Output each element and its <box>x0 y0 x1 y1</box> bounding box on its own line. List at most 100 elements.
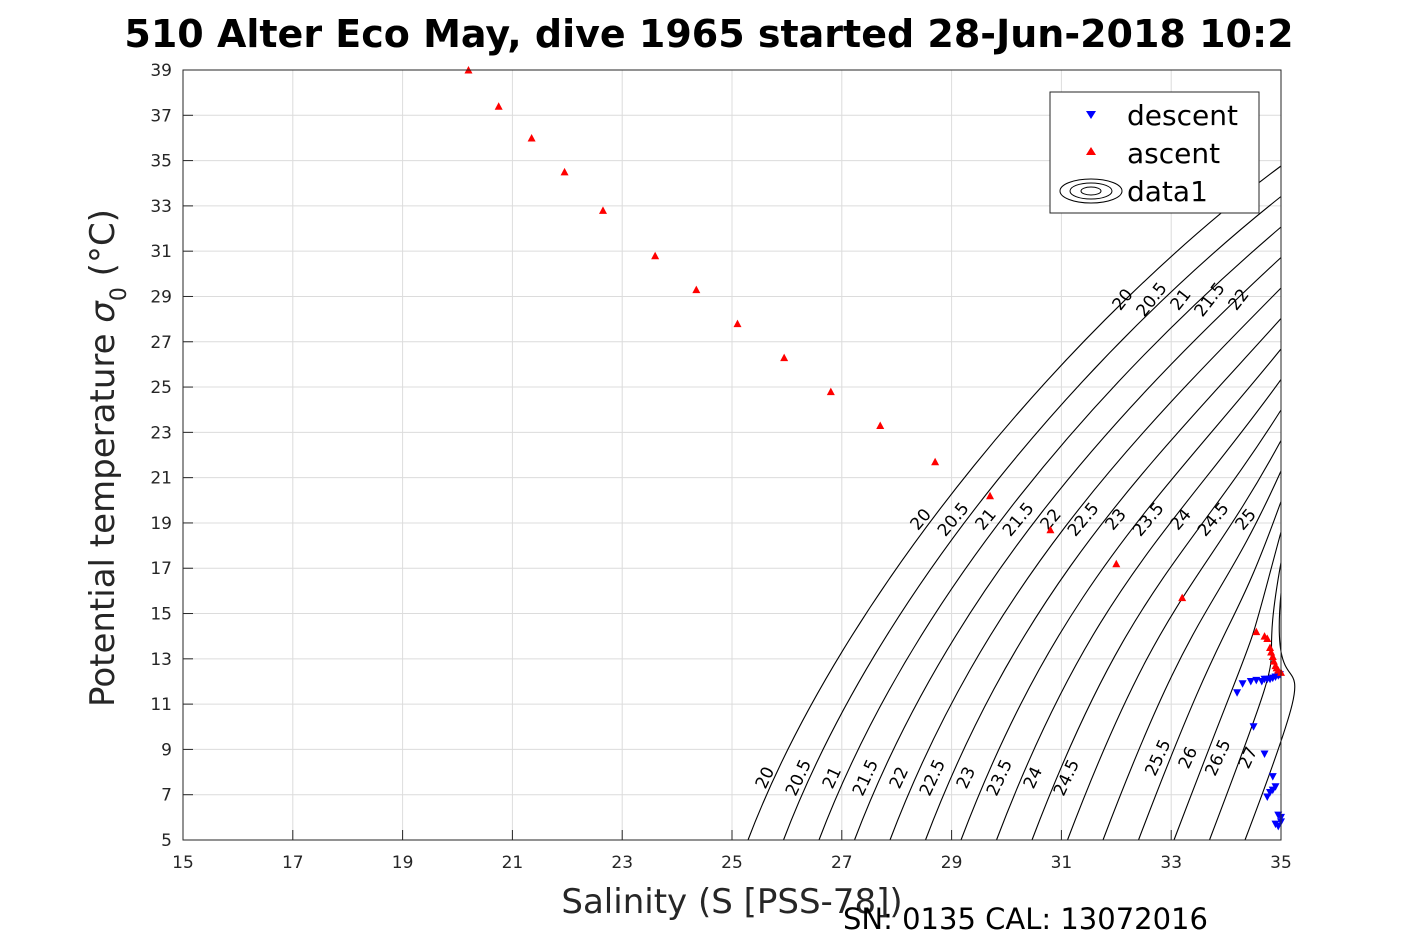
descent-point <box>1238 680 1247 688</box>
isopycnal-contour <box>1031 409 1282 841</box>
isopycnal-contour <box>782 196 1282 841</box>
y-tick-label: 33 <box>150 197 172 217</box>
isopycnal-contour <box>1102 470 1282 841</box>
ascent-point <box>733 319 742 328</box>
y-tick-label: 23 <box>150 423 172 443</box>
descent-point <box>1268 773 1277 781</box>
isopycnal-contour <box>1244 592 1296 841</box>
contour-label-lower: 26 <box>1175 744 1202 772</box>
ascent-point <box>1263 634 1272 642</box>
y-tick-label: 31 <box>150 242 172 262</box>
y-axis-label-unit: (°C) <box>83 209 123 287</box>
isopycnal-contour <box>1208 562 1282 841</box>
y-axis-ticks: 5 7 9 11 13 15 17 19 21 23 25 27 29 31 33 35 37 39 <box>150 61 193 851</box>
y-tick-label: 7 <box>161 786 172 806</box>
ascent-point <box>1046 525 1055 534</box>
serial-calibration-footer: SN: 0135 CAL: 13072016 <box>843 902 1208 936</box>
isopycnal-contour <box>747 165 1282 841</box>
ascent-point <box>1178 593 1187 602</box>
density-contours <box>747 165 1296 841</box>
x-axis-ticks: 15 17 19 21 23 25 27 29 31 33 35 <box>172 830 1292 873</box>
isopycnal-contour <box>889 287 1282 841</box>
descent-point <box>1249 723 1258 731</box>
descent-point <box>1252 676 1261 685</box>
contour-label-lower: 26.5 <box>1201 737 1235 780</box>
x-axis-label: Salinity (S [PSS-78]) <box>561 882 902 922</box>
x-tick-label: 21 <box>502 853 524 873</box>
contour-label-middle: 20.5 <box>934 499 974 541</box>
ascent-point <box>1112 559 1121 568</box>
isopycnal-contour <box>1173 531 1282 841</box>
x-tick-label: 17 <box>282 853 304 873</box>
y-axis-label-subscript: 0 <box>107 287 132 301</box>
isopycnal-contour <box>960 348 1282 841</box>
y-tick-label: 19 <box>150 514 172 534</box>
contour-label-upper: 20.5 <box>1133 279 1172 321</box>
x-tick-label: 25 <box>721 853 743 873</box>
y-tick-label: 39 <box>150 61 172 81</box>
ascent-point <box>560 167 569 176</box>
chart-title: 510 Alter Eco May, dive 1965 started 28-… <box>124 12 1293 56</box>
contour-label-lower: 24 <box>1020 764 1047 792</box>
x-tick-label: 35 <box>1270 853 1292 873</box>
y-tick-label: 9 <box>161 740 172 760</box>
ascent-point <box>826 387 835 396</box>
y-tick-label: 21 <box>150 469 172 489</box>
x-tick-label: 29 <box>941 853 963 873</box>
x-tick-label: 31 <box>1051 853 1073 873</box>
x-tick-label: 23 <box>611 853 633 873</box>
data-points <box>464 66 1285 831</box>
y-tick-label: 13 <box>150 650 172 670</box>
ascent-point <box>1252 627 1261 636</box>
contour-label-lower: 22 <box>886 764 913 792</box>
contour-label-upper: 21.5 <box>1191 279 1230 321</box>
isopycnal-contour <box>995 379 1282 841</box>
descent-point <box>1274 822 1283 831</box>
descent-point <box>1246 677 1255 686</box>
y-tick-label: 17 <box>150 559 172 579</box>
descent-point <box>1263 793 1272 801</box>
legend-data1-label: data1 <box>1127 175 1208 208</box>
isopycnal-contour <box>924 318 1282 841</box>
ascent-point <box>494 102 503 110</box>
ascent-point <box>692 285 701 294</box>
contour-label-middle: 21.5 <box>999 499 1039 541</box>
legend-ascent-label: ascent <box>1127 137 1220 170</box>
ascent-point <box>1266 643 1275 651</box>
y-tick-label: 15 <box>150 605 172 625</box>
descent-point <box>1271 783 1280 791</box>
y-tick-label: 27 <box>150 333 172 353</box>
contour-label-lower: 21.5 <box>849 757 883 800</box>
y-tick-label: 11 <box>150 695 172 715</box>
y-tick-label: 29 <box>150 287 172 307</box>
contour-label-lower: 27 <box>1235 744 1262 772</box>
y-tick-label: 5 <box>161 831 172 851</box>
y-tick-label: 25 <box>150 378 172 398</box>
contour-label-lower: 24.5 <box>1050 757 1084 800</box>
contour-label-lower: 20 <box>752 764 779 792</box>
legend-descent-marker <box>1086 111 1096 119</box>
contour-label-lower: 23 <box>953 764 980 792</box>
ascent-point <box>527 133 536 142</box>
isopycnal-contour <box>1066 440 1282 841</box>
x-tick-label: 15 <box>172 853 194 873</box>
contour-label-upper: 22 <box>1225 285 1254 314</box>
legend-box <box>1049 91 1260 214</box>
contour-label-middle: 23 <box>1102 505 1131 534</box>
contour-label-lower: 23.5 <box>983 757 1017 800</box>
y-tick-label: 35 <box>150 152 172 172</box>
descent-point <box>1233 689 1242 697</box>
legend-ascent-marker <box>1086 147 1096 155</box>
legend-descent-label: descent <box>1127 99 1238 132</box>
y-axis-label-text: Potential temperature <box>83 323 123 707</box>
contour-label-middle: 21 <box>972 505 1001 534</box>
isopycnal-contour <box>853 257 1282 841</box>
ascent-point <box>780 353 789 362</box>
contour-label-middle: 25 <box>1232 505 1261 534</box>
contour-label-middle: 23.5 <box>1129 499 1169 541</box>
legend-data1-marker <box>1059 178 1123 204</box>
isopycnal-contour <box>818 226 1282 841</box>
x-tick-label: 33 <box>1160 853 1182 873</box>
contour-label-lower: 20.5 <box>782 757 816 800</box>
